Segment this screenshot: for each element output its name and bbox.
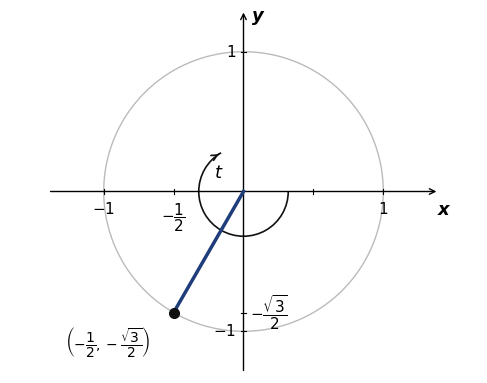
- Text: $\left(-\dfrac{1}{2}, -\dfrac{\sqrt{3}}{2}\right)$: $\left(-\dfrac{1}{2}, -\dfrac{\sqrt{3}}{…: [65, 326, 150, 360]
- Text: $-\dfrac{\sqrt{3}}{2}$: $-\dfrac{\sqrt{3}}{2}$: [250, 293, 288, 332]
- Text: $-1$: $-1$: [92, 201, 115, 217]
- Text: y: y: [252, 7, 263, 25]
- Text: x: x: [438, 201, 449, 219]
- Text: $-1$: $-1$: [213, 323, 237, 339]
- Text: $-\dfrac{1}{2}$: $-\dfrac{1}{2}$: [161, 201, 186, 234]
- Text: $1$: $1$: [378, 201, 389, 217]
- Text: t: t: [215, 164, 222, 182]
- Text: $1$: $1$: [226, 44, 237, 60]
